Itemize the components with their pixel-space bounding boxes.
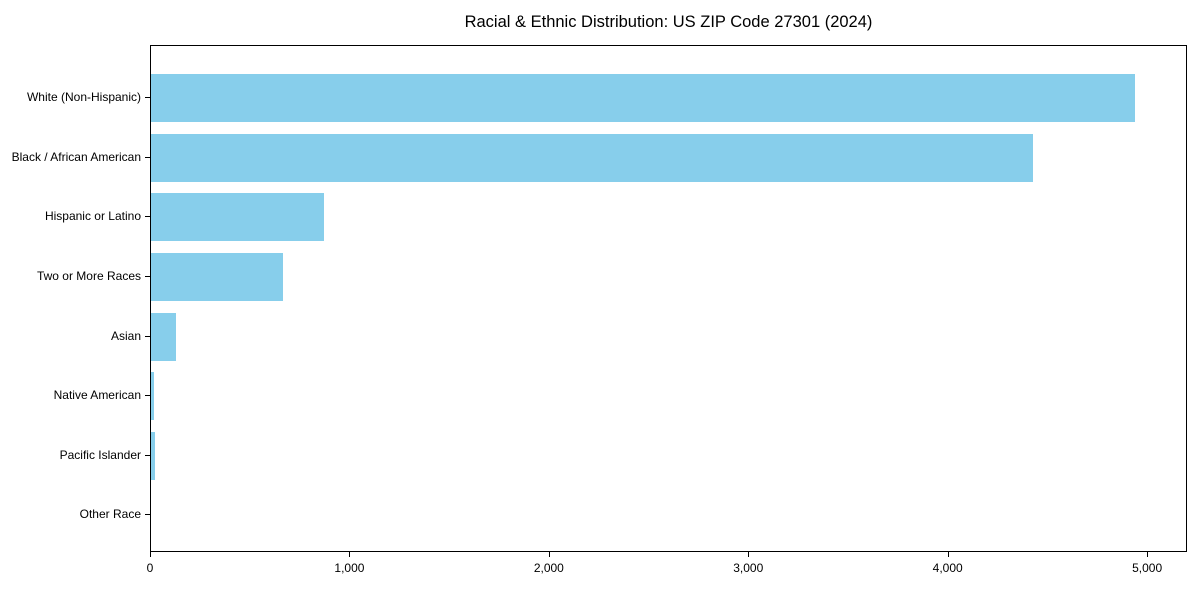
x-tick-mark	[150, 552, 151, 557]
y-axis-label: Other Race	[79, 507, 141, 522]
x-axis-tick-label: 2,000	[533, 561, 564, 575]
x-axis-tick-label: 1,000	[334, 561, 365, 575]
x-tick-mark	[1147, 552, 1149, 557]
y-tick-mark	[145, 514, 150, 516]
y-tick-mark	[145, 454, 150, 456]
chart-title: Racial & Ethnic Distribution: US ZIP Cod…	[464, 13, 873, 31]
x-tick-mark	[947, 552, 949, 557]
bar	[151, 133, 1033, 182]
y-tick-mark	[145, 395, 150, 397]
x-tick-mark	[748, 552, 750, 557]
y-axis-label: Pacific Islander	[59, 447, 141, 462]
y-axis-label: Two or More Races	[36, 268, 141, 283]
bar	[151, 252, 284, 301]
y-axis-label: Native American	[53, 388, 141, 403]
bar	[151, 193, 325, 242]
x-axis-tick-label: 0	[146, 561, 154, 575]
bar	[151, 372, 154, 421]
x-axis-tick-label: 5,000	[1132, 561, 1163, 575]
bar	[151, 312, 176, 361]
bar	[151, 431, 155, 480]
y-axis-label: Hispanic or Latino	[44, 209, 141, 224]
y-tick-mark	[145, 335, 150, 337]
x-axis-tick-label: 3,000	[733, 561, 764, 575]
bar	[151, 74, 1136, 122]
x-tick-mark	[349, 552, 351, 557]
plot-area	[150, 45, 1187, 552]
y-axis-label: White (Non-Hispanic)	[26, 90, 141, 104]
x-tick-mark	[548, 552, 550, 557]
y-axis-label: Asian	[110, 328, 141, 343]
x-axis-tick-label: 4,000	[932, 561, 963, 575]
y-tick-mark	[145, 156, 150, 158]
y-tick-mark	[145, 216, 150, 218]
y-axis-label: Black / African American	[11, 149, 141, 164]
y-tick-mark	[145, 275, 150, 277]
y-tick-mark	[145, 97, 150, 98]
